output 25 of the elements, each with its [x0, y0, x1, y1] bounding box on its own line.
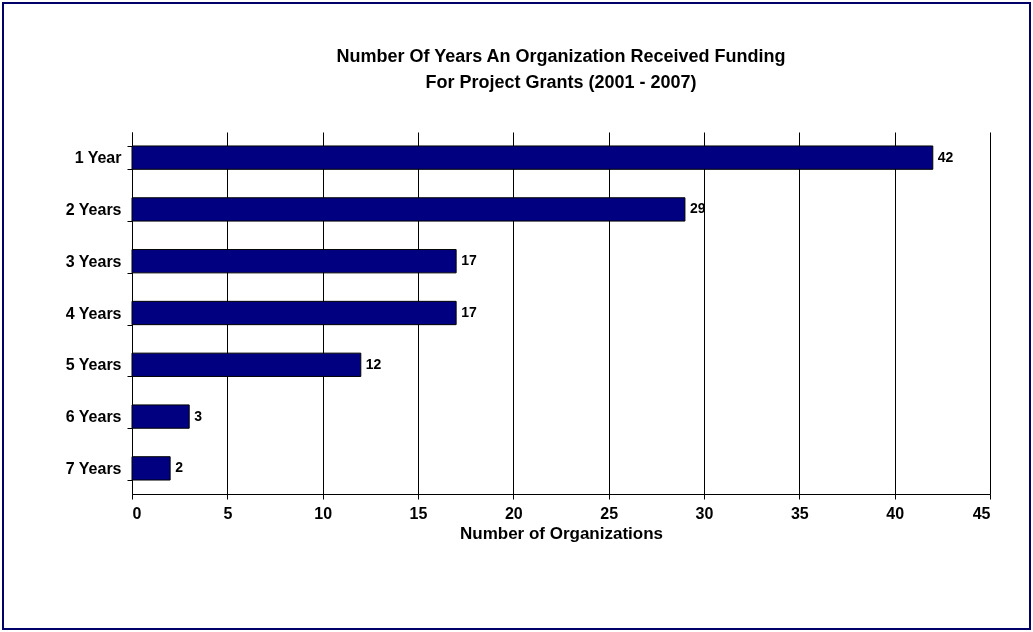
x-tick-label: 25: [600, 504, 619, 522]
data-label: 12: [365, 355, 382, 372]
x-tick-label: 40: [886, 504, 905, 522]
y-tick-label: 6 Years: [65, 408, 122, 426]
y-tick-label: 4 Years: [65, 304, 122, 322]
y-tick-label: 5 Years: [65, 356, 122, 374]
x-tick-label: 5: [223, 504, 233, 522]
data-label: 17: [461, 304, 477, 320]
x-tick-label: 20: [504, 504, 523, 522]
x-tick-label: 15: [409, 504, 428, 522]
data-label: 2: [175, 459, 184, 476]
data-label: 17: [461, 252, 477, 269]
x-tick-label: 35: [790, 504, 809, 522]
y-tick-label: 1 Year: [74, 149, 122, 167]
x-tick-label: 0: [132, 504, 142, 522]
x-tick-label: 30: [695, 504, 714, 522]
y-tick-label: 3 Years: [65, 252, 122, 270]
data-label: 3: [194, 407, 203, 424]
x-tick-label: 10: [314, 504, 333, 522]
y-tick-label: 2 Years: [65, 200, 122, 218]
x-tick-label: 45: [972, 504, 991, 522]
x-axis-title: Number of Organizations: [459, 523, 664, 543]
y-tick-label: 7 Years: [65, 459, 122, 477]
chart-title: Number Of Years An Organization Received Funding For Project Grants (2001 - 2007): [336, 46, 786, 92]
data-label: 42: [937, 148, 954, 165]
